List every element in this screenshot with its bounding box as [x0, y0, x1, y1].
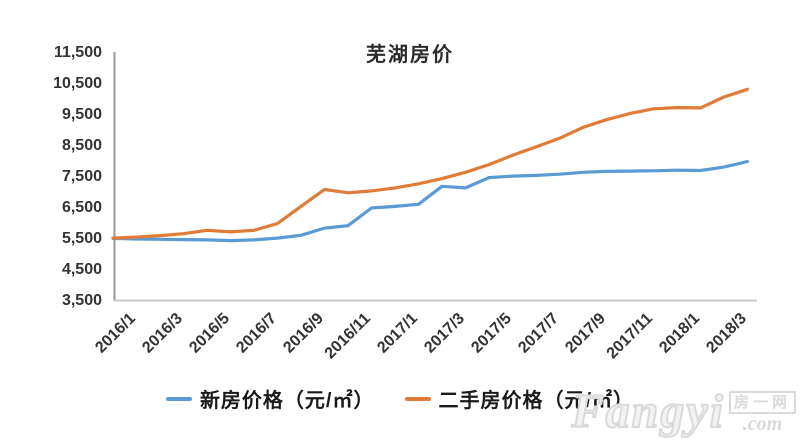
- legend: 新房价格（元/㎡） 二手房价格（元/㎡）: [0, 384, 800, 413]
- new-house-line-marker-icon: [165, 396, 192, 401]
- watermark-suffix: 房一网 .com: [728, 390, 796, 435]
- watermark-domain: .com: [742, 412, 783, 435]
- new-house-price-line: [111, 159, 750, 243]
- chart-title: 芜湖房价: [366, 44, 454, 66]
- watermark-brand: Fangyi: [571, 385, 725, 438]
- y-axis-tick-label: 7,500: [61, 168, 102, 185]
- y-axis-tick-label: 3,500: [61, 292, 102, 309]
- legend-label-new-house: 新房价格（元/㎡）: [199, 390, 375, 412]
- y-axis-tick-label: 9,500: [61, 106, 102, 123]
- legend-label-secondhand: 二手房价格（元/㎡）: [438, 390, 635, 412]
- y-axis-tick-label: 10,500: [53, 75, 102, 92]
- y-axis-tick-label: 6,500: [61, 199, 102, 216]
- legend-item-secondhand: 二手房价格（元/㎡）: [404, 384, 635, 413]
- legend-item-new-house: 新房价格（元/㎡）: [165, 384, 375, 413]
- secondhand-house-price-line: [111, 87, 750, 240]
- watermark: Fangyi 房一网 .com: [571, 385, 796, 438]
- y-axis-tick-label: 8,500: [61, 137, 102, 154]
- y-axis-tick-label: 5,500: [61, 230, 102, 247]
- y-axis-tick-label: 11,500: [53, 44, 102, 61]
- watermark-cjk-label: 房一网: [728, 390, 796, 414]
- secondhand-line-marker-icon: [404, 396, 431, 401]
- y-axis-tick-label: 4,500: [61, 261, 102, 278]
